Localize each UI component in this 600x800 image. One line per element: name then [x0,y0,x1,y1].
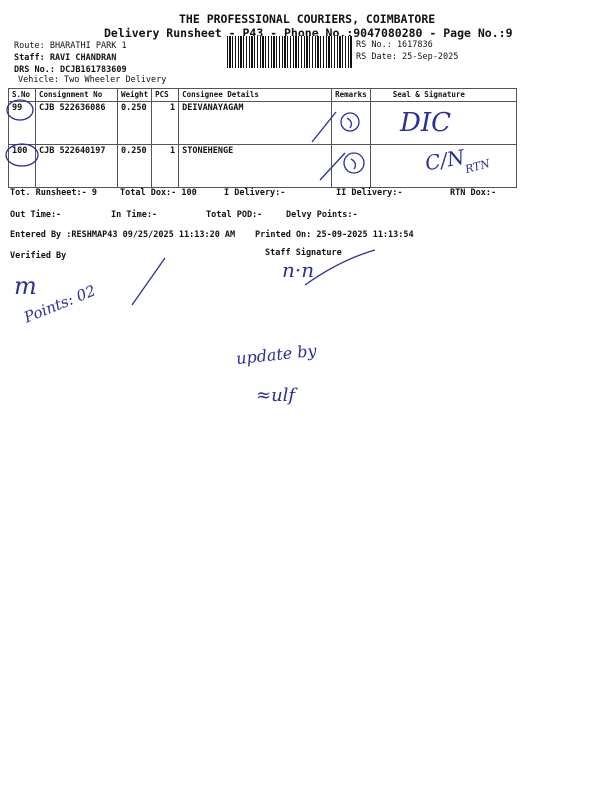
vehicle: Vehicle: Two Wheeler Delivery [18,75,167,85]
staff-signature: n·n [282,258,315,282]
entered-by: Entered By :RESHMAP43 09/25/2025 11:13:2… [10,230,236,240]
verifier-signature: m [14,272,37,300]
delvy-points: Delvy Points:- [286,210,358,220]
pcs: 1 [151,144,180,188]
staff: Staff: RAVI CHANDRAN [14,53,117,63]
i-delivery: I Delivery:- [224,188,286,198]
consignee: DEIVANAYAGAM [178,101,333,145]
company-title: THE PROFESSIONAL COURIERS, COIMBATORE [179,12,436,26]
consignment-no: CJB 522636086 [35,101,118,145]
update-signature: ≈ulf [256,385,296,406]
signature-row1: DIC [400,108,452,138]
consignee: STONEHENGE [178,144,333,188]
weight: 0.250 [116,144,153,188]
pcs: 1 [151,101,180,145]
total-pod: Total POD:- [206,210,263,220]
remarks [331,101,371,145]
printed-on: Printed On: 25-09-2025 11:13:54 [255,230,414,240]
table-row: 100 CJB 522640197 0.250 1 STONEHENGE [8,144,517,188]
consignment-table: S.No Consignment No Weight PCS Consignee… [8,88,517,188]
verified-by-label: Verified By [10,251,67,261]
tot-runsheet: Tot. Runsheet:- 9 [10,188,97,198]
rs-number: RS No.: 1617836 [356,40,433,50]
seal-signature [369,144,517,188]
drs-number: DRS No.: DCJB161783609 [14,65,127,75]
weight: 0.250 [116,101,153,145]
total-dox: Total Dox:- 100 [120,188,197,198]
ii-delivery: II Delivery:- [336,188,403,198]
runsheet-subtitle: Delivery Runsheet - P43 - Phone No.:9047… [104,26,513,40]
consignment-no: CJB 522640197 [35,144,118,188]
rtn-dox: RTN Dox:- [450,188,497,198]
in-time: In Time:- [111,210,158,220]
staff-signature-label: Staff Signature [265,248,342,258]
rs-date: RS Date: 25-Sep-2025 [356,52,459,62]
barcode [227,36,352,68]
route: Route: BHARATHI PARK 1 [14,41,127,51]
out-time: Out Time:- [10,210,62,220]
